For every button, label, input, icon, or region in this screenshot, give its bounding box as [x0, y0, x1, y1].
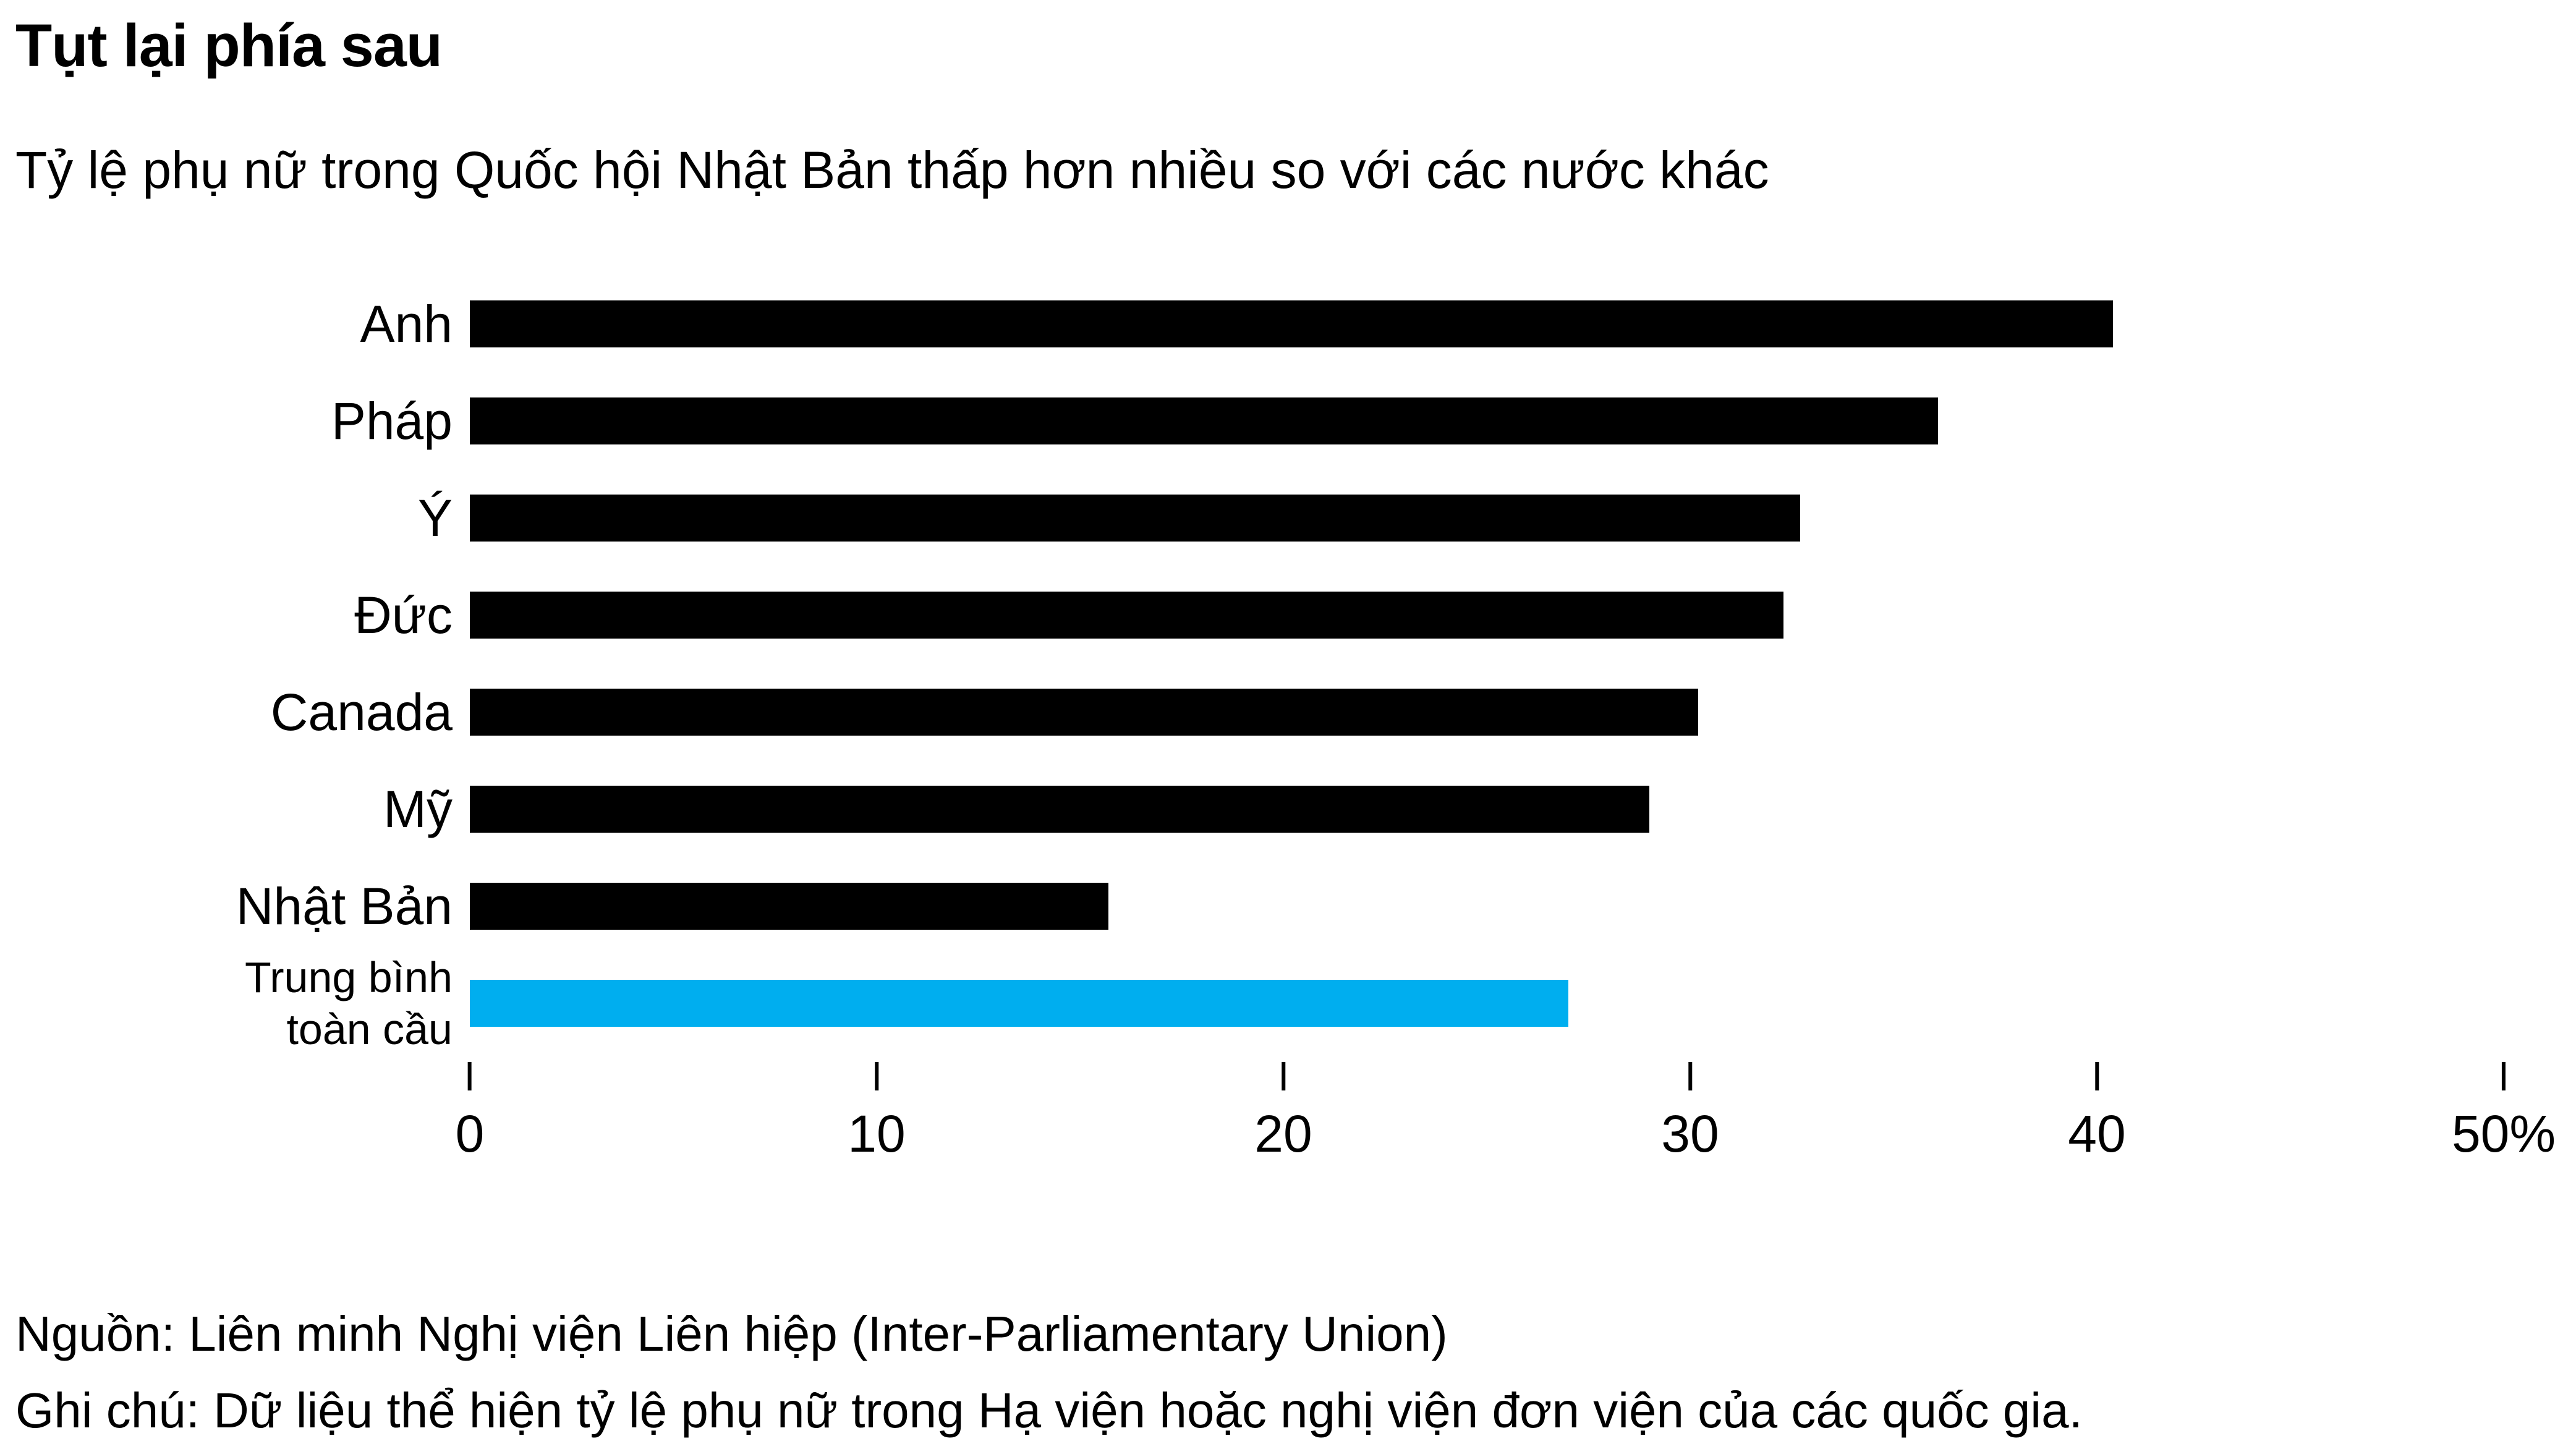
- category-label: Anh: [360, 295, 453, 354]
- bar: [470, 786, 1650, 833]
- tick-mark: [1282, 1061, 1285, 1090]
- category-label: Mỹ: [383, 780, 453, 839]
- bar: [470, 689, 1699, 736]
- bar-area: [470, 761, 2504, 858]
- chart-row: Nhật Bản: [15, 858, 2551, 955]
- bar-area: [470, 664, 2504, 761]
- source-note: Nguồn: Liên minh Nghị viện Liên hiệp (In…: [15, 1306, 1448, 1361]
- chart-row: Anh: [15, 276, 2551, 373]
- bar: [470, 980, 1568, 1027]
- bar: [470, 592, 1784, 639]
- category-label: Ý: [417, 489, 453, 548]
- chart-subtitle: Tỷ lệ phụ nữ trong Quốc hội Nhật Bản thấ…: [15, 140, 1769, 199]
- bar-area: [470, 567, 2504, 664]
- bar-area: [470, 373, 2504, 470]
- chart-title: Tụt lại phía sau: [15, 12, 443, 79]
- bar-area: [470, 470, 2504, 567]
- axis-tick: 50%: [2451, 1061, 2556, 1164]
- tick-label: 50%: [2451, 1104, 2556, 1163]
- category-label: Nhật Bản: [236, 877, 453, 936]
- axis-tick: 20: [1254, 1061, 1312, 1164]
- chart-row: Ý: [15, 470, 2551, 567]
- tick-mark: [1688, 1061, 1692, 1090]
- bar: [470, 883, 1109, 930]
- chart-row: Mỹ: [15, 761, 2551, 858]
- category-label: Pháp: [331, 392, 453, 451]
- tick-label: 0: [455, 1104, 485, 1163]
- chart-row: Trung bình toàn cầu: [15, 953, 2551, 1053]
- bar-area: [470, 955, 2504, 1052]
- data-note: Ghi chú: Dữ liệu thể hiện tỷ lệ phụ nữ t…: [15, 1382, 2083, 1438]
- bar-area: [470, 276, 2504, 373]
- bar-area: [470, 858, 2504, 955]
- bar: [470, 495, 1800, 542]
- tick-mark: [2095, 1061, 2099, 1090]
- tick-label: 20: [1254, 1104, 1312, 1163]
- bar-rows: Anh Pháp Ý Đức Canada Mỹ Nhật Bản Trung bình to…: [15, 276, 2551, 1053]
- tick-label: 40: [2068, 1104, 2126, 1163]
- axis-tick: 40: [2068, 1061, 2126, 1164]
- tick-mark: [875, 1061, 878, 1090]
- category-label: Canada: [270, 683, 453, 742]
- tick-mark: [2502, 1061, 2506, 1090]
- chart-row: Pháp: [15, 373, 2551, 470]
- category-label: Trung bình toàn cầu: [245, 953, 453, 1054]
- chart-row: Canada: [15, 664, 2551, 761]
- bar: [470, 300, 2114, 348]
- axis-tick: 0: [455, 1061, 485, 1164]
- bar: [470, 397, 1939, 445]
- chart-row: Đức: [15, 567, 2551, 664]
- tick-label: 10: [848, 1104, 906, 1163]
- bar-chart: Anh Pháp Ý Đức Canada Mỹ Nhật Bản Trung bình to…: [15, 276, 2556, 1198]
- category-label: Đức: [354, 586, 453, 645]
- tick-label: 30: [1661, 1104, 1719, 1163]
- x-axis: 0 10 20 30 40 50%: [456, 1061, 2556, 1198]
- axis-tick: 30: [1661, 1061, 1719, 1164]
- axis-tick: 10: [848, 1061, 906, 1164]
- tick-mark: [468, 1061, 472, 1090]
- chart-footer: Nguồn: Liên minh Nghị viện Liên hiệp (In…: [15, 1296, 2551, 1449]
